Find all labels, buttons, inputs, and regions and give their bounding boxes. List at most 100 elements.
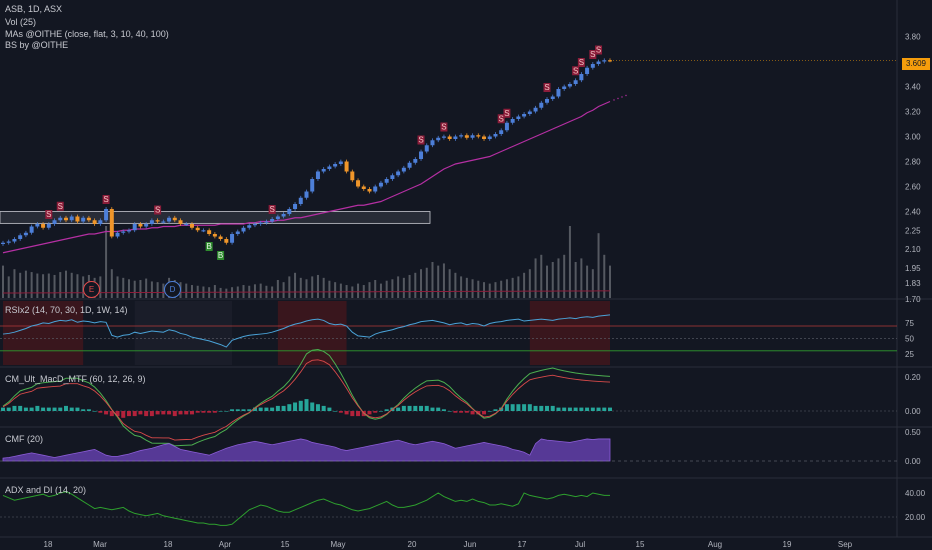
macd-histogram-bar (470, 411, 475, 415)
candle-body (304, 191, 309, 198)
price-tick-label: 1.95 (905, 264, 921, 273)
rsi-line (2, 314, 611, 348)
volume-bar (517, 276, 520, 298)
volume-bar (431, 262, 434, 298)
event-marker-earnings[interactable]: E (83, 281, 100, 298)
candle-body (230, 234, 235, 243)
candle-body (241, 227, 246, 232)
candle-body (172, 217, 177, 221)
macd-histogram-bar (338, 411, 343, 413)
macd-histogram-bar (293, 402, 298, 411)
time-tick-label: 18 (164, 540, 173, 549)
candle-body (69, 216, 74, 221)
event-marker-dividend[interactable]: D (164, 281, 181, 298)
candle-body (338, 161, 343, 164)
volume-bar (42, 274, 45, 298)
volume-bar (385, 280, 388, 298)
rsi-pane-title[interactable]: RSIx2 (14, 70, 30, 1D, 1W, 14) (5, 305, 128, 315)
cmf-pane-title[interactable]: CMF (20) (5, 434, 43, 444)
symbol-title[interactable]: ASB, 1D, ASX (5, 4, 63, 14)
macd-histogram-bar (52, 407, 57, 411)
candle-body (315, 171, 320, 179)
candle-body (264, 221, 269, 223)
candle-body (573, 80, 578, 84)
volume-bar (311, 276, 314, 298)
macd-histogram-bar (287, 404, 292, 411)
macd-histogram-bar (487, 411, 492, 412)
indicator-vol[interactable]: Vol (25) (5, 17, 37, 27)
volume-bar (53, 274, 56, 298)
volume-bar (288, 276, 291, 298)
candle-body (602, 60, 607, 62)
volume-bar (546, 265, 549, 298)
volume-bar (334, 282, 337, 298)
volume-bar (253, 284, 256, 298)
candle-body (149, 220, 154, 224)
volume-bar (127, 279, 130, 298)
volume-bar (397, 276, 400, 298)
volume-bar (420, 269, 423, 298)
candle-body (373, 186, 378, 192)
candle-body (293, 204, 298, 209)
macd-histogram-bar (407, 405, 412, 411)
macd-histogram-bar (373, 411, 378, 413)
volume-bar (294, 272, 297, 298)
macd-histogram-bar (533, 405, 538, 411)
candle-body (35, 224, 40, 227)
rsi-neutral-zone (134, 301, 233, 365)
indicator-mas[interactable]: MAs @OITHE (close, flat, 3, 10, 40, 100) (5, 29, 169, 39)
price-tick-label: 2.80 (905, 158, 921, 167)
time-tick-label: Apr (219, 540, 232, 549)
macd-histogram-bar (172, 411, 177, 417)
macd-histogram-bar (46, 407, 51, 411)
macd-histogram-bar (281, 405, 286, 411)
adx-pane-title[interactable]: ADX and DI (14, 20) (5, 485, 87, 495)
macd-histogram-bar (189, 411, 194, 415)
candle-body (252, 224, 257, 226)
macd-histogram-bar (447, 411, 452, 412)
macd-histogram-bar (41, 407, 46, 411)
candle-body (407, 162, 412, 168)
candle-body (247, 225, 252, 228)
macd-histogram-bar (252, 407, 257, 411)
macd-histogram-bar (527, 404, 532, 411)
volume-bar (259, 283, 262, 298)
candle-body (556, 89, 561, 97)
moving-average-projection-dot (625, 94, 627, 97)
macd-histogram-bar (298, 400, 303, 411)
consolidation-box (0, 211, 431, 224)
volume-bar (76, 274, 79, 298)
macd-histogram-bar (333, 411, 338, 412)
cmf-layer (0, 438, 897, 462)
indicator-bs[interactable]: BS by @OITHE (5, 40, 69, 50)
volume-bar (162, 283, 165, 298)
macd-histogram-bar (567, 407, 572, 411)
macd-pane-title[interactable]: CM_Ult_MacD_MTF (60, 12, 26, 9) (5, 374, 146, 384)
candle-body (378, 182, 383, 187)
macd-histogram-bar (424, 405, 429, 411)
price-tick-label: 2.60 (905, 183, 921, 192)
candle-body (189, 224, 194, 228)
volume-bar (70, 272, 73, 298)
volume-bar (568, 226, 571, 298)
macd-histogram-bar (522, 404, 527, 411)
candle-body (390, 175, 395, 179)
volume-bar (586, 265, 589, 298)
macd-histogram-bar (167, 411, 172, 415)
macd-histogram-bar (195, 411, 200, 413)
macd-histogram-bar (104, 411, 109, 415)
macd-histogram-bar (161, 411, 166, 415)
adx-tick-label: 40.00 (905, 489, 926, 498)
candle-body (487, 136, 492, 139)
macd-histogram-bar (315, 404, 320, 411)
sell-marker (268, 205, 276, 214)
macd-histogram-bar (241, 409, 246, 411)
volume-bar (511, 277, 514, 298)
candle-body (333, 164, 338, 167)
volume-bar (59, 272, 62, 298)
volume-bar (500, 280, 503, 298)
price-tick-label: 3.00 (905, 133, 921, 142)
candle-body (321, 169, 326, 172)
volume-bar (379, 283, 382, 298)
macd-histogram-bar (98, 411, 103, 413)
